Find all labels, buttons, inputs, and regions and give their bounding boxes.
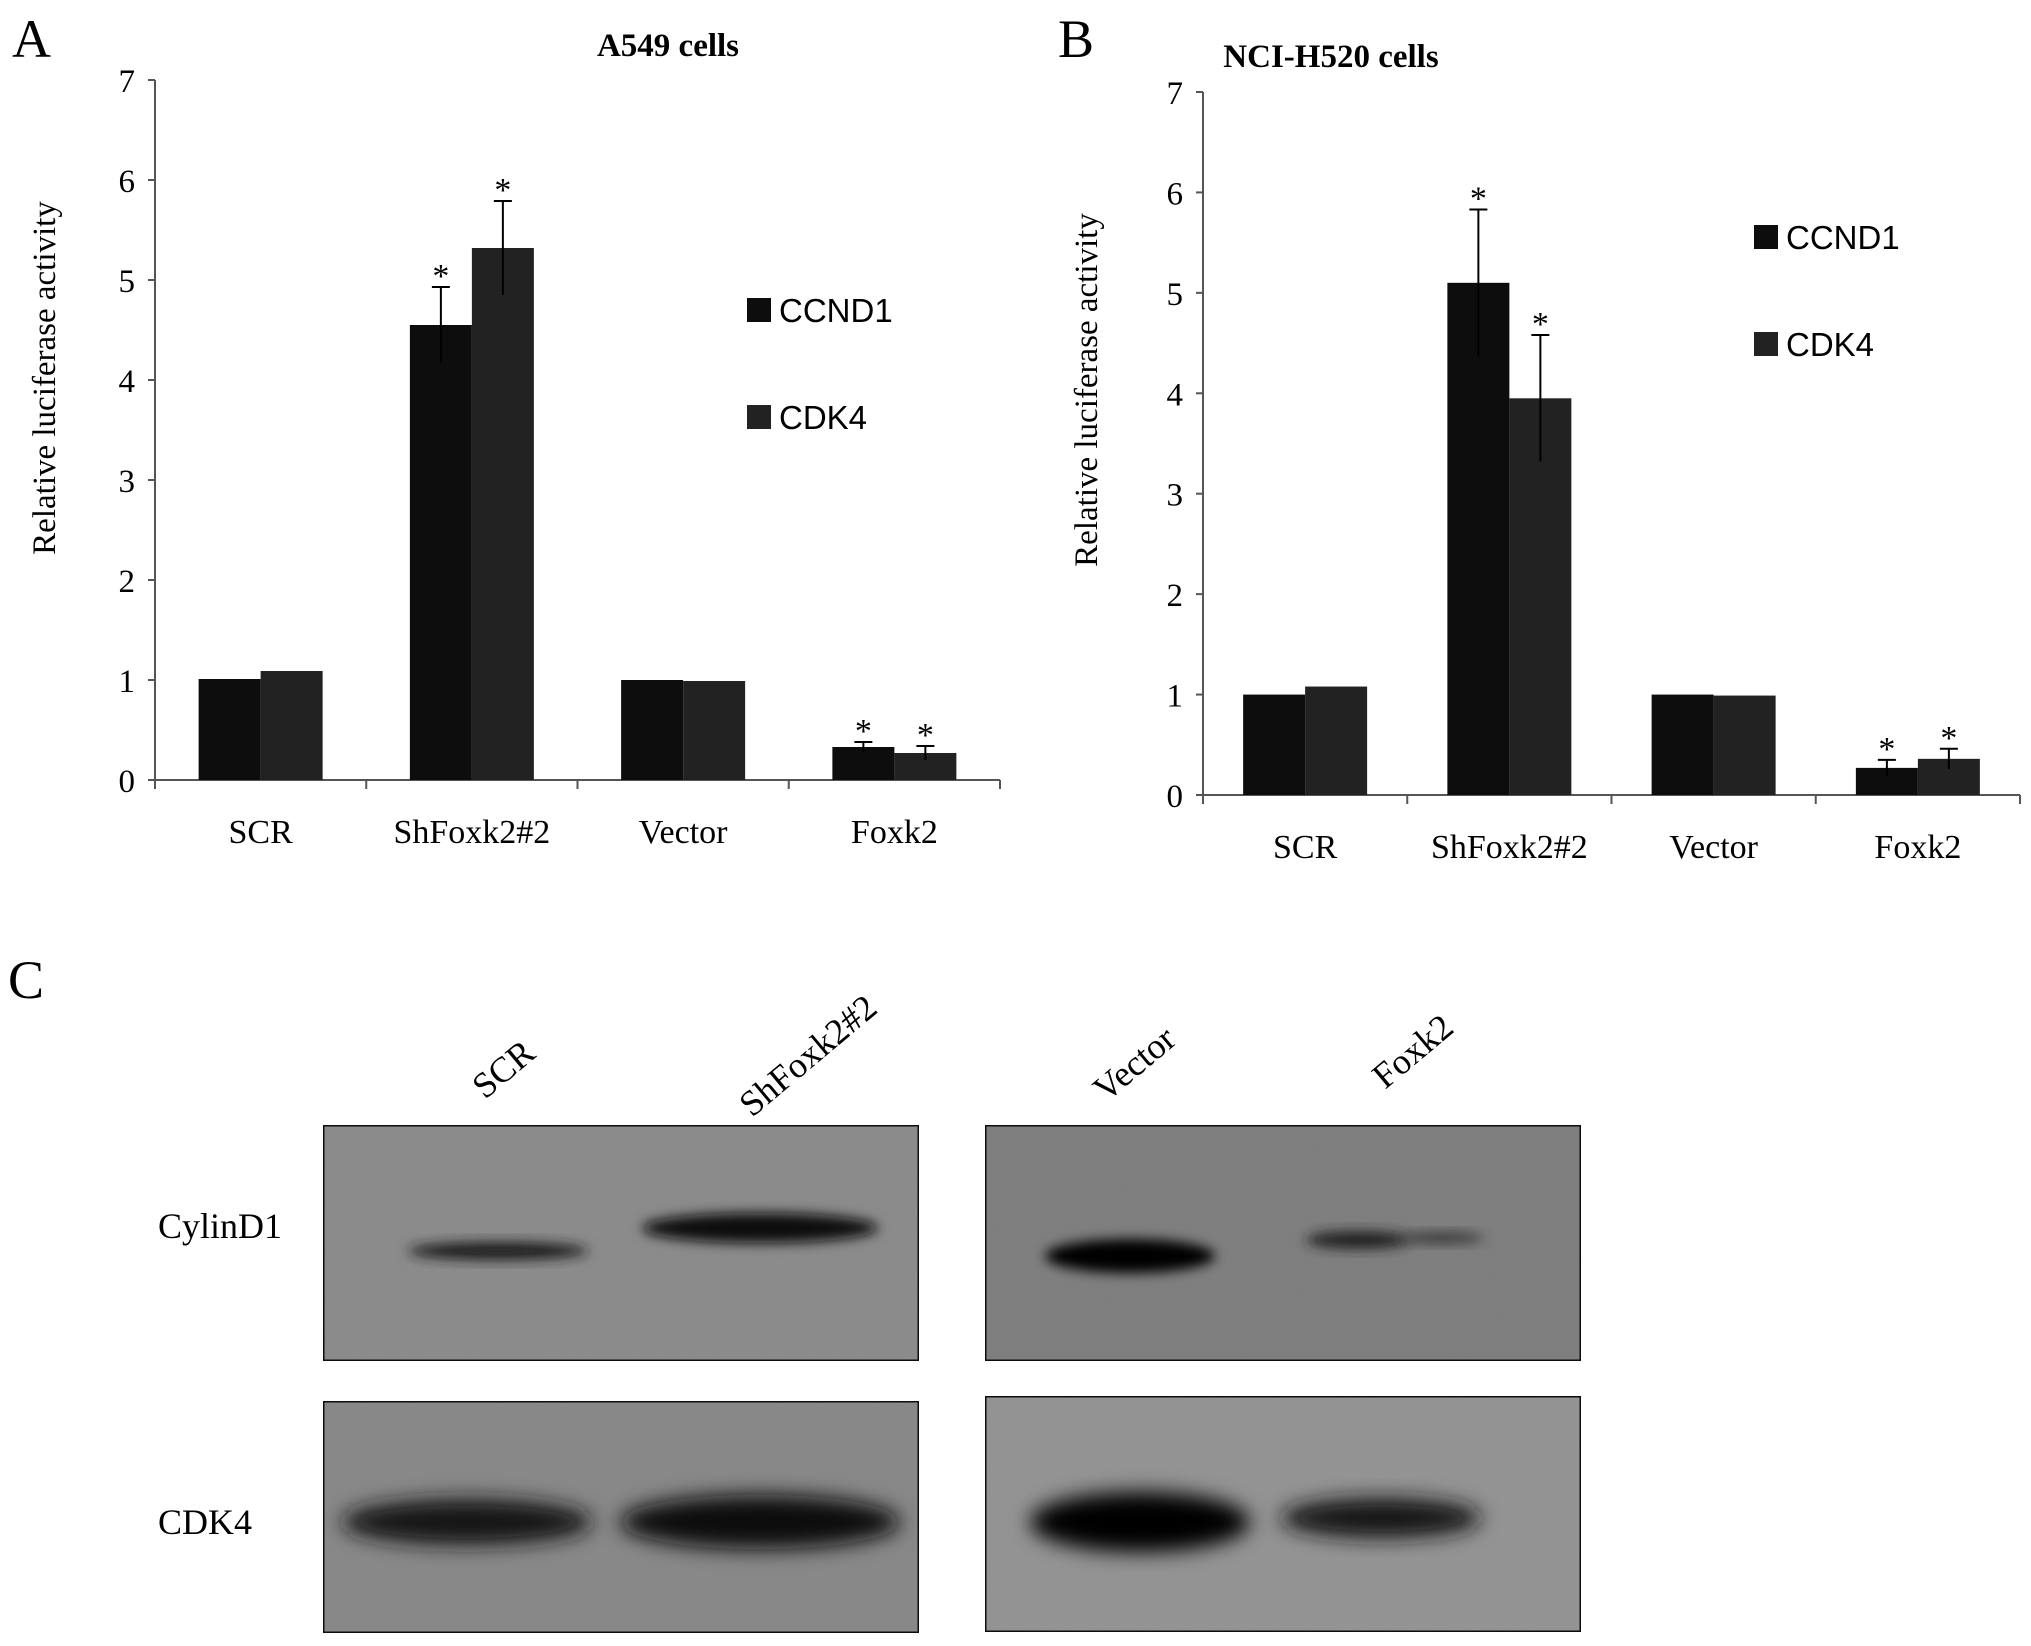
legend-swatch: [1754, 225, 1778, 249]
band-cdk4-vector: [1030, 1492, 1250, 1552]
chart-ncih520: NCI-H520 cells Relative luciferase activ…: [1069, 39, 2021, 866]
chart-b-ylabel: Relative luciferase activity: [1069, 213, 1105, 567]
legend-swatch: [747, 405, 771, 429]
bar: [1713, 695, 1776, 795]
lane-label-foxk2: Foxk2: [1364, 1006, 1460, 1096]
x-tick-label: Foxk2: [1874, 829, 1961, 866]
y-tick-label: 2: [1167, 578, 1184, 614]
band-cylind1-scr: [408, 1242, 588, 1260]
bar: [1243, 694, 1306, 795]
bar: [471, 248, 534, 780]
significance-star: *: [855, 713, 872, 750]
y-tick-label: 5: [119, 264, 136, 300]
band-cdk4-shfoxk2: [620, 1495, 900, 1549]
lane-label-shfoxk2: ShFoxk2#2: [731, 987, 884, 1124]
bar: [621, 680, 684, 780]
chart-a-ylabel: Relative luciferase activity: [27, 201, 63, 555]
y-tick-label: 4: [1167, 377, 1184, 413]
row-label-cdk4: CDK4: [158, 1502, 252, 1542]
y-tick-label: 2: [119, 564, 136, 600]
significance-star: *: [1470, 181, 1487, 218]
y-tick-label: 0: [1167, 779, 1184, 815]
bar: [409, 325, 472, 780]
bar: [1509, 398, 1572, 795]
chart-a549: A549 cells Relative luciferase activity …: [27, 28, 1001, 851]
bar: [1305, 686, 1368, 795]
lane-label-vector: Vector: [1085, 1018, 1183, 1109]
y-tick-label: 0: [119, 764, 136, 800]
chart-a-title: A549 cells: [597, 28, 739, 64]
legend-label: CDK4: [779, 399, 867, 436]
band-cdk4-foxk2: [1281, 1498, 1481, 1538]
y-tick-label: 6: [1167, 176, 1184, 212]
bar: [1447, 282, 1510, 795]
panel-letter-c: C: [8, 950, 44, 1010]
chart-b-title: NCI-H520 cells: [1223, 39, 1439, 75]
y-tick-label: 3: [119, 464, 136, 500]
bar: [683, 681, 746, 780]
significance-star: *: [917, 717, 934, 754]
band-cylind1-foxk2: [1306, 1231, 1410, 1249]
bar: [832, 747, 895, 780]
significance-star: *: [1878, 731, 1895, 768]
membrane-right-bottom: [983, 1394, 1583, 1634]
bar: [1651, 694, 1714, 795]
bar: [198, 679, 261, 780]
significance-star: *: [432, 258, 449, 295]
legend-label: CCND1: [779, 292, 893, 329]
significance-star: *: [1532, 306, 1549, 343]
y-tick-label: 1: [1167, 679, 1184, 715]
band-cylind1-shfoxk2: [642, 1213, 878, 1243]
y-tick-label: 6: [119, 164, 136, 200]
membrane-right-top: [983, 1123, 1583, 1363]
x-tick-label: Vector: [1669, 829, 1758, 866]
panel-letter-b: B: [1058, 9, 1094, 69]
x-tick-label: Foxk2: [851, 814, 938, 851]
panel-letter-a: A: [12, 9, 51, 69]
x-tick-label: SCR: [228, 814, 293, 851]
x-tick-label: Vector: [639, 814, 728, 851]
significance-star: *: [1940, 720, 1957, 757]
legend-label: CDK4: [1786, 326, 1874, 363]
legend-swatch: [747, 298, 771, 322]
y-tick-label: 5: [1167, 277, 1184, 313]
western-blot: SCR ShFoxk2#2 Vector Foxk2 CylinD1 CDK4: [158, 987, 1583, 1635]
y-tick-label: 7: [1167, 76, 1184, 112]
legend-swatch: [1754, 332, 1778, 356]
membrane-left-top: [321, 1123, 921, 1363]
legend-label: CCND1: [1786, 219, 1900, 256]
row-label-cylind1: CylinD1: [158, 1206, 282, 1246]
band-cylind1-foxk2-tail: [1400, 1232, 1484, 1244]
band-cdk4-scr: [342, 1499, 592, 1545]
significance-star: *: [494, 172, 511, 209]
x-tick-label: ShFoxk2#2: [1431, 829, 1588, 866]
membrane-left-bottom: [321, 1399, 921, 1635]
y-tick-label: 4: [119, 364, 136, 400]
x-tick-label: ShFoxk2#2: [393, 814, 550, 851]
x-tick-label: SCR: [1273, 829, 1338, 866]
y-tick-label: 7: [119, 64, 136, 100]
y-tick-label: 3: [1167, 478, 1184, 514]
band-cylind1-vector: [1045, 1239, 1215, 1273]
lane-label-scr: SCR: [464, 1032, 542, 1106]
bar: [260, 671, 323, 780]
y-tick-label: 1: [119, 664, 136, 700]
